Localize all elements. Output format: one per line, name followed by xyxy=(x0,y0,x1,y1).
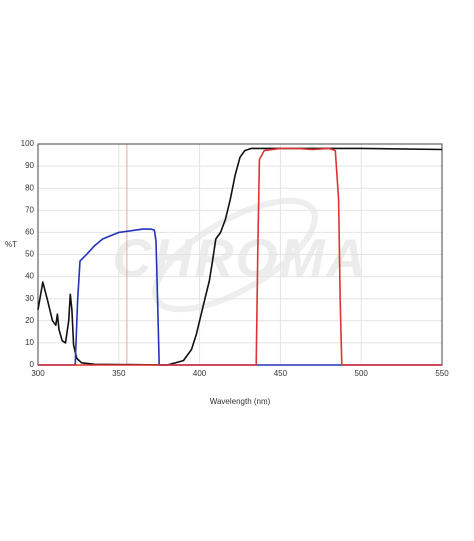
y-tick-label: 50 xyxy=(25,250,34,259)
x-tick-label: 550 xyxy=(435,369,449,378)
y-tick-label: 0 xyxy=(30,360,35,369)
y-tick-label: 10 xyxy=(25,338,34,347)
y-tick-label: 40 xyxy=(25,272,34,281)
x-tick-label: 400 xyxy=(193,369,207,378)
x-tick-label: 450 xyxy=(274,369,288,378)
y-tick-label: 90 xyxy=(25,161,34,170)
x-axis-label: Wavelength (nm) xyxy=(210,397,271,406)
series-line xyxy=(38,147,442,366)
y-tick-label: 60 xyxy=(25,228,34,237)
y-tick-label: 100 xyxy=(21,139,35,148)
y-tick-label: 30 xyxy=(25,294,34,303)
y-tick-label: 20 xyxy=(25,316,34,325)
x-tick-label: 500 xyxy=(355,369,369,378)
series-line xyxy=(38,228,442,366)
y-tick-label: 70 xyxy=(25,205,34,214)
x-tick-label: 350 xyxy=(112,369,126,378)
y-tick-label: 80 xyxy=(25,183,34,192)
x-tick-label: 300 xyxy=(31,369,45,378)
series-line xyxy=(37,147,443,366)
watermark: CHROMA xyxy=(113,228,368,288)
y-axis-label: %T xyxy=(5,240,17,249)
